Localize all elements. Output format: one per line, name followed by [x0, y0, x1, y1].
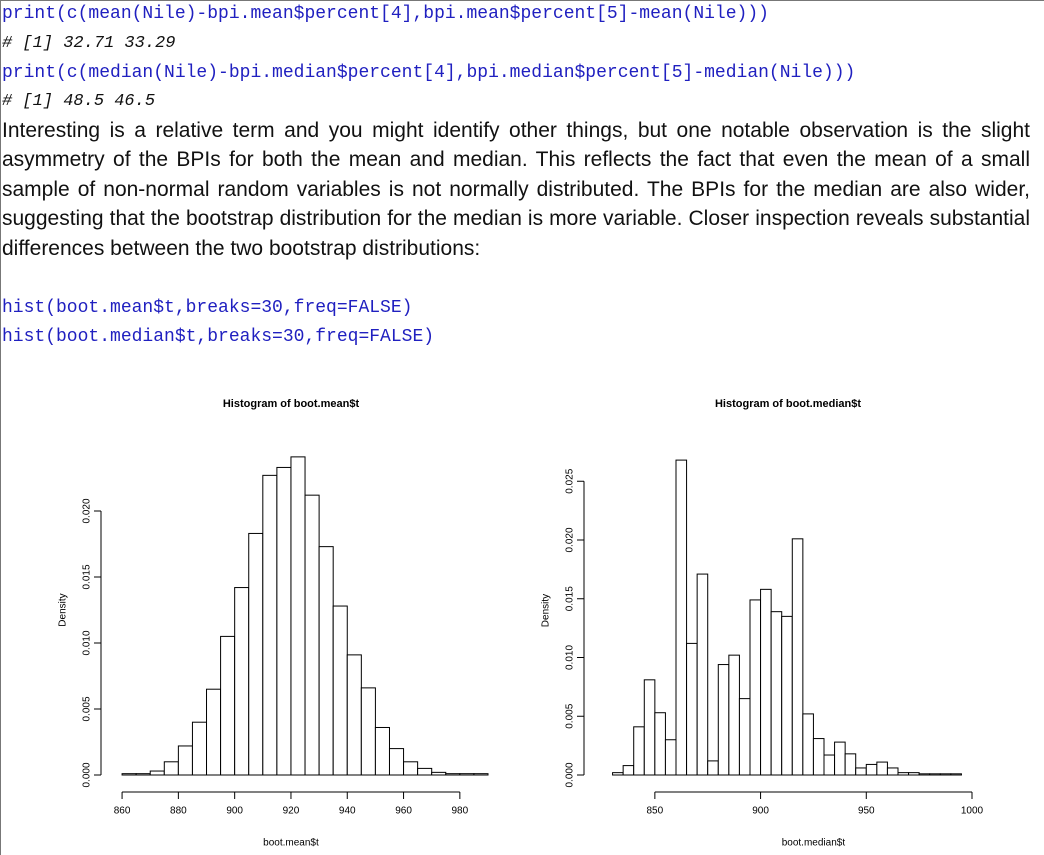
- x-tick-label: 860: [114, 806, 131, 817]
- bar: [248, 532, 264, 776]
- bar: [459, 773, 475, 776]
- bar: [834, 741, 846, 776]
- bar: [686, 642, 698, 776]
- chart-title: Histogram of boot.mean$t: [223, 398, 360, 410]
- chart-title: Histogram of boot.median$t: [715, 398, 861, 410]
- y-tick-label: 0.000: [82, 762, 93, 787]
- x-tick-label: 960: [395, 806, 412, 817]
- bar: [332, 605, 348, 776]
- bar: [950, 773, 962, 776]
- bar: [654, 712, 666, 776]
- bar: [633, 726, 645, 776]
- bar: [770, 611, 783, 776]
- bar: [738, 698, 751, 776]
- bar: [135, 773, 151, 776]
- bar: [675, 459, 688, 776]
- bar: [823, 754, 836, 776]
- x-tick-label: 950: [858, 806, 875, 817]
- bar: [749, 599, 762, 776]
- y-tick-label: 0.010: [565, 645, 576, 670]
- bar: [717, 664, 730, 776]
- bar: [897, 772, 910, 776]
- bar: [417, 767, 433, 776]
- x-tick-label: 880: [170, 806, 187, 817]
- bar: [177, 745, 193, 776]
- y-axis-label: Density: [541, 594, 552, 627]
- x-tick-label: 1000: [961, 806, 984, 817]
- bar: [473, 773, 489, 776]
- x-axis-label: boot.mean$t: [263, 838, 319, 849]
- bar: [318, 546, 334, 776]
- x-tick-label: 940: [339, 806, 356, 817]
- bar: [707, 760, 719, 776]
- bar: [855, 767, 867, 776]
- bar: [802, 713, 814, 776]
- bar: [304, 494, 320, 776]
- bar: [234, 587, 250, 776]
- bar: [206, 688, 222, 776]
- y-tick-label: 0.005: [565, 703, 576, 728]
- bar: [149, 770, 165, 776]
- bar: [664, 739, 677, 776]
- x-tick-label: 920: [283, 806, 300, 817]
- bar: [276, 466, 292, 776]
- bar: [781, 615, 793, 776]
- bar: [191, 721, 208, 776]
- bar: [445, 773, 461, 776]
- x-tick-label: 900: [226, 806, 243, 817]
- bar: [346, 654, 362, 776]
- x-tick-label: 850: [647, 806, 664, 817]
- bar: [696, 573, 709, 776]
- y-axis-label: Density: [58, 593, 69, 626]
- code-line: hist(boot.median$t,breaks=30,freq=FALSE): [2, 327, 435, 347]
- plots: Histogram of boot.mean$t 860 880 900 920 940 9…: [58, 398, 984, 849]
- bar: [403, 761, 419, 776]
- code-output: # [1] 32.71 33.29: [2, 34, 176, 53]
- bar: [643, 679, 656, 776]
- x-tick-label: 980: [452, 806, 469, 817]
- bar: [374, 726, 390, 776]
- bar: [612, 772, 624, 776]
- bar: [908, 772, 920, 776]
- code-output: # [1] 48.5 46.5: [2, 92, 156, 111]
- bar: [791, 538, 804, 776]
- y-tick-label: 0.000: [565, 762, 576, 787]
- bar: [622, 765, 635, 776]
- paragraph: Interesting is a relative term and you m…: [2, 119, 1030, 260]
- bar: [844, 753, 857, 776]
- x-tick-label: 900: [752, 806, 769, 817]
- bar: [290, 456, 306, 776]
- code-line: hist(boot.mean$t,breaks=30,freq=FALSE): [2, 298, 413, 318]
- y-tick-label: 0.025: [565, 468, 576, 493]
- bar: [760, 588, 772, 776]
- bar: [886, 767, 899, 776]
- bar: [163, 761, 179, 776]
- y-tick-label: 0.020: [82, 498, 93, 523]
- y-tick-label: 0.015: [565, 586, 576, 611]
- y-tick-label: 0.015: [82, 564, 93, 589]
- bar: [865, 763, 878, 776]
- bar: [939, 773, 952, 776]
- bar: [262, 474, 278, 776]
- bar: [431, 771, 447, 776]
- bar: [121, 773, 137, 776]
- code-line: print(c(median(Nile)-bpi.median$percent[…: [2, 63, 856, 83]
- bar: [388, 748, 405, 776]
- y-tick-label: 0.010: [82, 630, 93, 655]
- y-tick-label: 0.020: [565, 527, 576, 552]
- bar: [812, 738, 825, 776]
- bar: [929, 773, 941, 776]
- y-tick-label: 0.005: [82, 696, 93, 721]
- bar: [728, 654, 740, 776]
- bar: [360, 687, 376, 776]
- x-axis-label: boot.median$t: [782, 838, 846, 849]
- bar: [876, 761, 888, 776]
- bar: [918, 773, 931, 776]
- bar: [220, 635, 236, 776]
- code-line: print(c(mean(Nile)-bpi.mean$percent[4],b…: [2, 4, 769, 24]
